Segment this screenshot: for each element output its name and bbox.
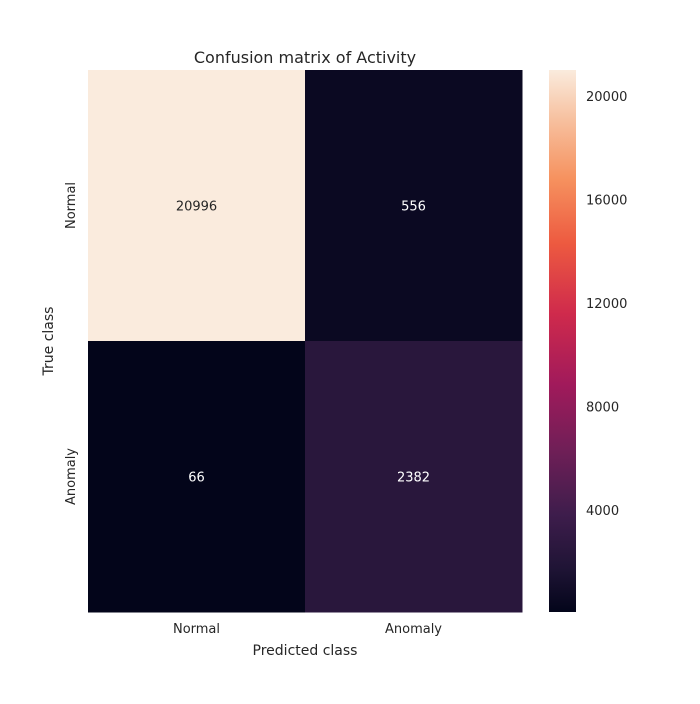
colorbar-tick-label: 12000	[586, 297, 627, 312]
colorbar-tick-label: 16000	[586, 193, 627, 208]
x-tick-label: Normal	[173, 622, 220, 637]
heatmap-cell	[88, 70, 306, 342]
cell-value-label: 66	[188, 471, 205, 486]
y-tick-label: Anomaly	[64, 448, 79, 505]
x-axis-label: Predicted class	[253, 643, 358, 659]
colorbar-tick-labels: 4000 8000 12000 16000 20000	[586, 90, 627, 519]
heatmap-cell	[88, 341, 306, 613]
cell-value-label: 2382	[397, 471, 430, 486]
y-axis-tick-labels: Normal Anomaly	[64, 182, 79, 505]
x-tick-label: Anomaly	[385, 622, 442, 637]
y-tick-label: Normal	[64, 182, 79, 229]
x-axis-tick-labels: Normal Anomaly	[173, 622, 442, 637]
colorbar-tick-label: 8000	[586, 401, 619, 416]
y-axis-label: True class	[41, 307, 57, 377]
colorbar-tick-label: 20000	[586, 90, 627, 105]
heatmap-cells	[88, 70, 523, 613]
heatmap-cell-labels: 20996 556 66 2382	[176, 200, 430, 486]
cell-value-label: 556	[401, 200, 426, 215]
heatmap-cell	[305, 70, 523, 342]
colorbar	[549, 70, 576, 612]
heatmap-cell	[305, 341, 523, 613]
cell-value-label: 20996	[176, 200, 217, 215]
colorbar-tick-label: 4000	[586, 504, 619, 519]
chart-title: Confusion matrix of Activity	[194, 48, 416, 67]
